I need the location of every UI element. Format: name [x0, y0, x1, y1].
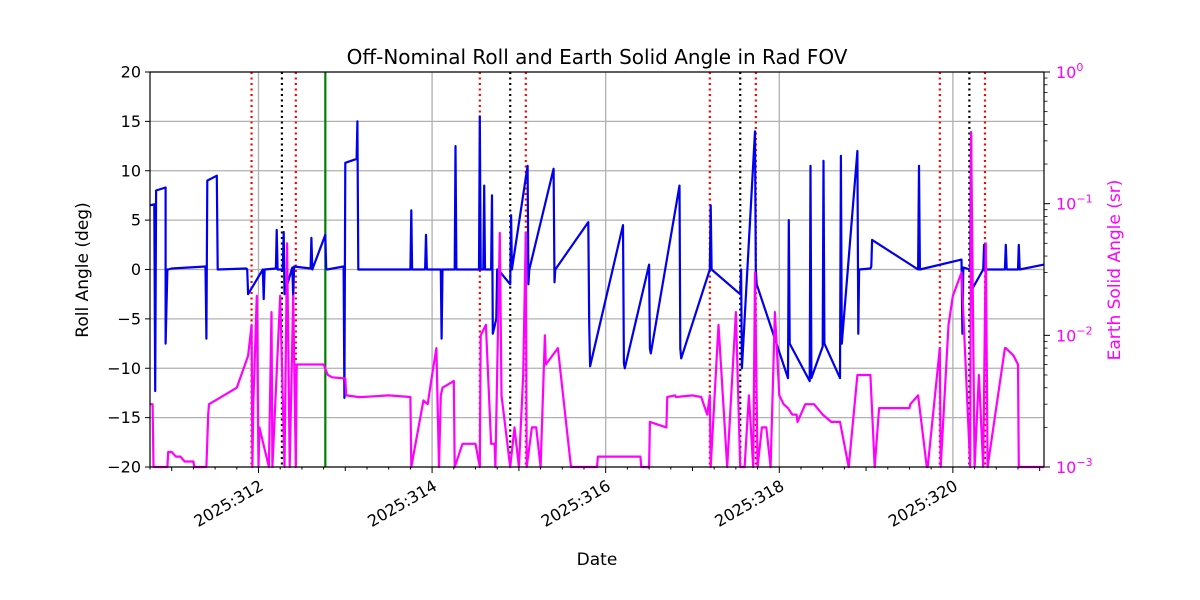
x-axis: 2025:312 2025:314 2025:316 2025:318 2025:320 [149, 467, 1041, 531]
series [149, 115, 1045, 469]
right-axis: 10−3 10−2 10−1 100 [1044, 61, 1093, 477]
y-right-tick-label: 10−1 [1056, 193, 1093, 214]
x-tick-label: 2025:312 [191, 476, 267, 531]
solid-angle-line [150, 130, 1044, 469]
y-tick-label: 20 [121, 63, 141, 82]
y-tick-label: 5 [131, 211, 141, 230]
event-markers [250, 72, 987, 467]
y-tick-label: −5 [117, 309, 141, 328]
y-right-tick-label: 100 [1056, 61, 1083, 82]
y-right-tick-label: 10−2 [1056, 324, 1093, 345]
y-axis-label: Roll Angle (deg) [73, 202, 93, 337]
x-tick-label: 2025:314 [364, 476, 440, 531]
y-tick-label: 0 [131, 260, 141, 279]
y-tick-label: 15 [121, 112, 141, 131]
y-tick-label: −20 [107, 458, 141, 477]
y-tick-label: 10 [121, 161, 141, 180]
y-tick-label: −10 [107, 359, 141, 378]
y-tick-label: −15 [107, 408, 141, 427]
x-tick-label: 2025:320 [885, 476, 961, 531]
x-tick-label: 2025:316 [538, 476, 614, 531]
x-axis-label: Date [577, 550, 618, 570]
x-tick-label: 2025:318 [711, 476, 787, 531]
chart-title: Off-Nominal Roll and Earth Solid Angle i… [347, 45, 848, 69]
left-axis: −20 −15 −10 −5 0 5 10 15 20 [107, 63, 150, 477]
y-right-tick-label: 10−3 [1056, 456, 1093, 477]
y-axis-right-label: Earth Solid Angle (sr) [1105, 180, 1125, 361]
roll-angle-line [149, 115, 1045, 399]
grid [150, 71, 1044, 468]
